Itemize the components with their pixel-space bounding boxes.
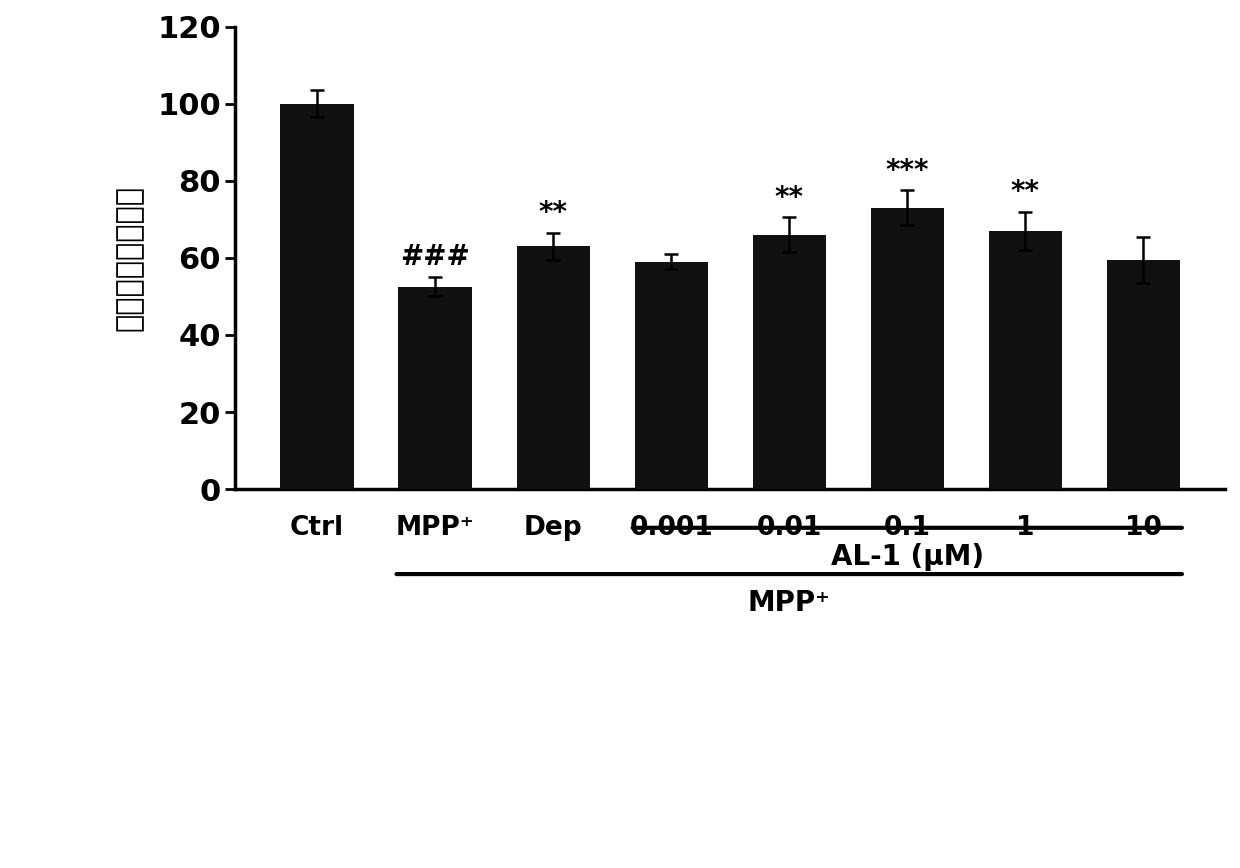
Text: **: **: [538, 199, 568, 227]
Text: 0.01: 0.01: [756, 515, 822, 541]
Bar: [988, 231, 1061, 490]
Text: 0.1: 0.1: [884, 515, 931, 541]
Text: AL-1 (μM): AL-1 (μM): [831, 543, 983, 571]
Text: ***: ***: [885, 156, 929, 185]
Bar: [398, 286, 471, 490]
Bar: [1107, 260, 1180, 490]
Text: Ctrl: Ctrl: [290, 515, 343, 541]
Text: 0.001: 0.001: [630, 515, 713, 541]
Text: 10: 10: [1125, 515, 1162, 541]
Text: MPP⁺: MPP⁺: [396, 515, 475, 541]
Text: **: **: [1011, 178, 1040, 206]
Bar: [635, 262, 708, 490]
Text: MPP⁺: MPP⁺: [748, 589, 831, 617]
Text: **: **: [775, 184, 804, 212]
Y-axis label: 细胞存活率（％）: 细胞存活率（％）: [114, 185, 143, 331]
Bar: [870, 207, 944, 490]
Bar: [517, 247, 590, 490]
Text: Dep: Dep: [523, 515, 583, 541]
Text: 1: 1: [1016, 515, 1034, 541]
Text: ###: ###: [401, 243, 470, 272]
Bar: [280, 103, 353, 490]
Bar: [753, 234, 826, 490]
